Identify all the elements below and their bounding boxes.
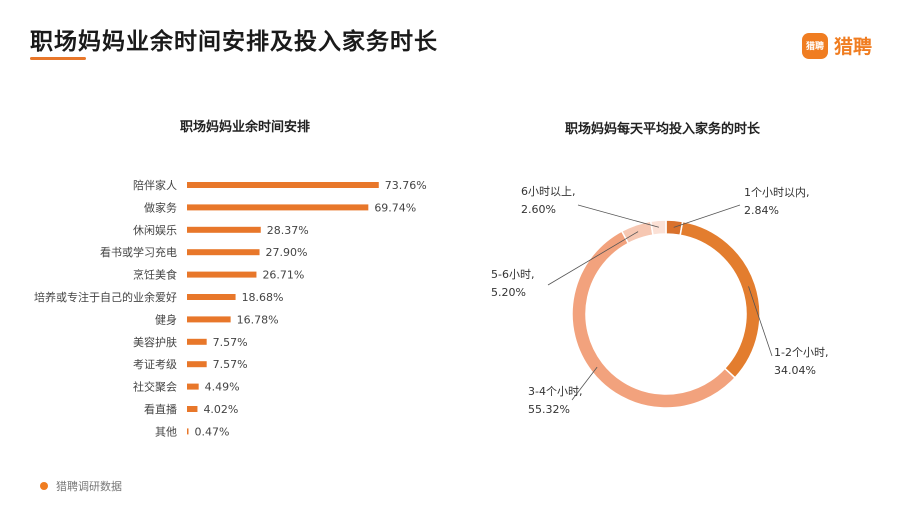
bar-value-label: 26.71% <box>262 269 304 282</box>
bar-category-label: 看书或学习充电 <box>100 245 177 259</box>
bar <box>187 271 257 278</box>
donut-slice <box>649 219 667 236</box>
bar <box>187 182 379 188</box>
donut-slice <box>679 220 761 379</box>
bar <box>187 383 199 390</box>
bar-category-label: 休闲娱乐 <box>133 223 177 237</box>
bar-category-label: 社交聚会 <box>133 380 177 394</box>
donut-chart-title: 职场妈妈每天平均投入家务的时长 <box>565 122 761 137</box>
bar <box>187 294 236 300</box>
bar <box>187 316 231 323</box>
bar-category-label: 其他 <box>155 425 177 438</box>
bar-category-label: 看直播 <box>144 402 177 416</box>
logo-text: 猎聘 <box>833 36 872 58</box>
bar-chart-title: 职场妈妈业余时间安排 <box>180 120 311 135</box>
bar-value-label: 69.74% <box>374 201 416 214</box>
bar-category-label: 培养或专注于自己的业余爱好 <box>34 290 177 304</box>
bar-value-label: 7.57% <box>213 336 248 349</box>
bar <box>187 226 261 233</box>
bar <box>187 338 207 345</box>
donut-value-label: 55.32% <box>528 403 570 416</box>
bar-category-label: 美容护肤 <box>133 335 177 349</box>
donut-value-label: 5.20% <box>491 286 526 299</box>
bar-category-label: 陪伴家人 <box>133 178 177 192</box>
page-title: 职场妈妈业余时间安排及投入家务时长 <box>30 29 438 55</box>
bar-category-label: 健身 <box>155 312 177 326</box>
donut-category-label: 1-2个小时, <box>774 346 828 359</box>
bar-category-label: 考证考级 <box>133 358 177 371</box>
donut-value-label: 2.84% <box>744 204 779 217</box>
donut-category-label: 6小时以上, <box>521 185 576 198</box>
donut-category-label: 3-4个小时, <box>528 385 582 398</box>
bar-value-label: 4.02% <box>203 403 238 416</box>
bar <box>187 406 198 412</box>
source-dot-icon <box>40 482 48 490</box>
bar <box>187 249 260 256</box>
bar-value-label: 16.78% <box>237 313 279 326</box>
donut-slice <box>571 230 737 409</box>
bar-value-label: 28.37% <box>267 224 309 237</box>
title-underline <box>30 57 86 60</box>
bar-value-label: 7.57% <box>213 358 248 371</box>
donut-leader-line <box>571 366 598 401</box>
bar <box>187 361 207 368</box>
donut-category-label: 5-6小时, <box>491 268 534 281</box>
bar-value-label: 4.49% <box>205 381 240 394</box>
bar-chart: 陪伴家人 73.76% 做家务 69.74% 休闲娱乐 28.37% 看书或学习充电 27.9… <box>34 178 427 438</box>
bar <box>187 204 369 211</box>
bar-category-label: 做家务 <box>144 200 177 214</box>
bar-value-label: 27.90% <box>266 246 308 259</box>
bar-value-label: 18.68% <box>242 291 284 304</box>
bar-value-label: 0.47% <box>195 425 230 438</box>
bar-category-label: 烹饪美食 <box>133 268 177 282</box>
brand-logo: 猎聘 猎聘 <box>801 32 872 59</box>
donut-leader-line <box>547 231 639 286</box>
donut-leader-line <box>673 204 741 228</box>
donut-value-label: 34.04% <box>774 364 816 377</box>
bar-value-label: 73.76% <box>385 179 427 192</box>
bar <box>187 428 189 435</box>
logo-icon: 猎聘 <box>801 32 828 59</box>
donut-leader-line <box>577 204 660 228</box>
donut-slice <box>665 219 684 237</box>
donut-category-label: 1个小时以内, <box>744 185 810 199</box>
source-text: 猎聘调研数据 <box>56 480 122 493</box>
source-note: 猎聘调研数据 <box>40 478 122 494</box>
donut-value-label: 2.60% <box>521 203 556 216</box>
donut-slice <box>620 220 654 245</box>
donut-leader-line <box>748 286 773 357</box>
